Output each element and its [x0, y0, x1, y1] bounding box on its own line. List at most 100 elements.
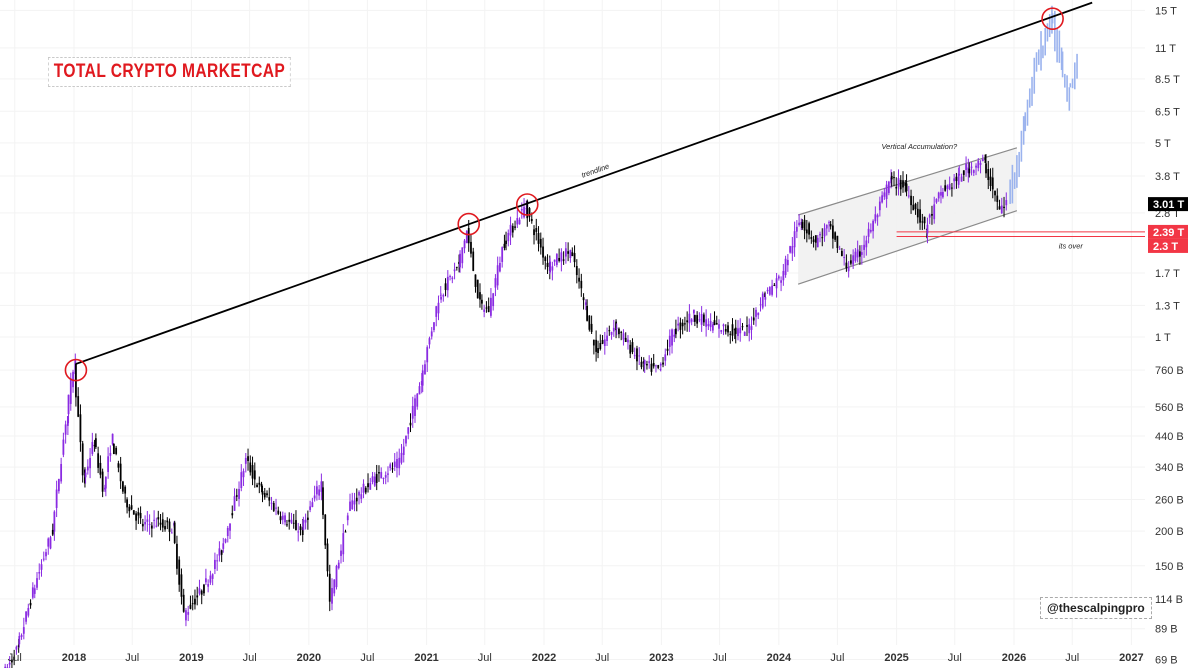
candle-body: [69, 378, 72, 404]
candle-body: [270, 502, 273, 504]
author-watermark: @thescalpingpro: [1040, 597, 1152, 619]
candle-body: [1003, 206, 1005, 209]
candle-body: [987, 168, 990, 181]
candle-body: [780, 280, 782, 283]
candle-body: [499, 262, 501, 272]
candle-body: [29, 602, 32, 606]
candle-body: [360, 494, 363, 499]
x-tick-label: 2021: [414, 652, 438, 664]
candle-body: [442, 295, 445, 297]
y-tick-label: 3.8 T: [1155, 171, 1180, 183]
candle-body: [931, 213, 933, 216]
candle-body: [94, 438, 97, 448]
candle-body: [284, 515, 286, 523]
candle-body: [51, 529, 54, 535]
candle-body: [865, 240, 868, 248]
candle-body: [816, 237, 819, 248]
candle-body: [883, 192, 886, 197]
candle-body: [40, 564, 43, 570]
candle-body: [627, 339, 629, 343]
candle-body: [209, 575, 212, 583]
candle-body: [200, 590, 203, 595]
candle-body: [657, 365, 660, 368]
candle-body: [49, 537, 52, 549]
candle-body: [286, 524, 288, 526]
candle-body: [916, 208, 919, 218]
candle-body: [615, 327, 618, 329]
candle-body: [603, 339, 606, 347]
candle-body: [302, 519, 305, 531]
candle-body: [618, 328, 620, 335]
x-tick-label: 2025: [884, 652, 908, 664]
candle-body: [144, 521, 146, 525]
candle-body: [757, 312, 760, 316]
x-tick-label: 2020: [297, 652, 321, 664]
candle-body: [573, 253, 576, 263]
candle-body: [141, 523, 144, 527]
y-tick-label: 340 B: [1155, 462, 1184, 474]
candle-body: [615, 321, 617, 331]
candle-body: [775, 278, 778, 289]
candle-body: [472, 251, 475, 271]
candle-body: [777, 276, 780, 279]
candle-body: [620, 331, 623, 333]
candle-body: [261, 491, 264, 495]
x-tick-label: Jul: [243, 652, 257, 664]
candle-body: [344, 531, 347, 533]
candle-body: [518, 219, 521, 225]
candle-body: [655, 365, 657, 367]
candle-body: [937, 192, 940, 199]
candle-body: [705, 319, 708, 327]
candle-body: [750, 326, 753, 330]
candle-body: [840, 250, 843, 256]
x-tick-label: Jul: [713, 652, 727, 664]
candle-body: [266, 493, 268, 496]
candle-body: [476, 279, 479, 299]
candle-body: [731, 324, 734, 336]
candle-body: [688, 313, 691, 324]
candle-body: [836, 235, 839, 249]
candle-body: [834, 232, 837, 240]
candle-body: [235, 495, 238, 497]
candle-body: [601, 339, 604, 344]
candle-body: [4, 666, 7, 668]
candle-body: [494, 278, 497, 288]
candle-body: [189, 604, 192, 609]
candle-body: [505, 240, 507, 244]
candle-body: [786, 259, 789, 266]
candle-body: [119, 463, 122, 482]
trendline-layer: [75, 1, 1093, 365]
candle-body: [203, 584, 205, 594]
candle-body: [430, 331, 433, 337]
price-badge-label: 3.01 T: [1153, 199, 1184, 211]
candle-body: [869, 229, 872, 232]
candle-body: [244, 457, 247, 464]
candle-body: [164, 526, 166, 530]
candle-body: [238, 488, 240, 499]
candle-body: [696, 315, 699, 324]
candle-body: [597, 348, 599, 354]
candle-body: [874, 214, 877, 222]
candle-body: [789, 246, 791, 253]
candle-body: [440, 297, 442, 300]
x-tick-label: Jul: [948, 652, 962, 664]
candle-body: [715, 322, 718, 325]
candle-body: [679, 322, 682, 330]
candle-body: [553, 259, 556, 262]
candle-body: [910, 195, 912, 206]
candle-body: [224, 538, 227, 543]
support-lines: [896, 231, 1145, 238]
candle-body: [642, 361, 645, 364]
candle-body: [707, 324, 710, 327]
candle-body: [479, 292, 481, 300]
candle-body: [474, 274, 477, 287]
candle-body: [11, 659, 13, 663]
candle-body: [636, 348, 638, 362]
candle-body: [673, 334, 676, 337]
candle-body: [191, 603, 194, 605]
y-tick-label: 6.5 T: [1155, 106, 1180, 118]
candle-body: [109, 452, 112, 456]
candle-body: [337, 562, 340, 569]
candle-body: [79, 414, 82, 443]
